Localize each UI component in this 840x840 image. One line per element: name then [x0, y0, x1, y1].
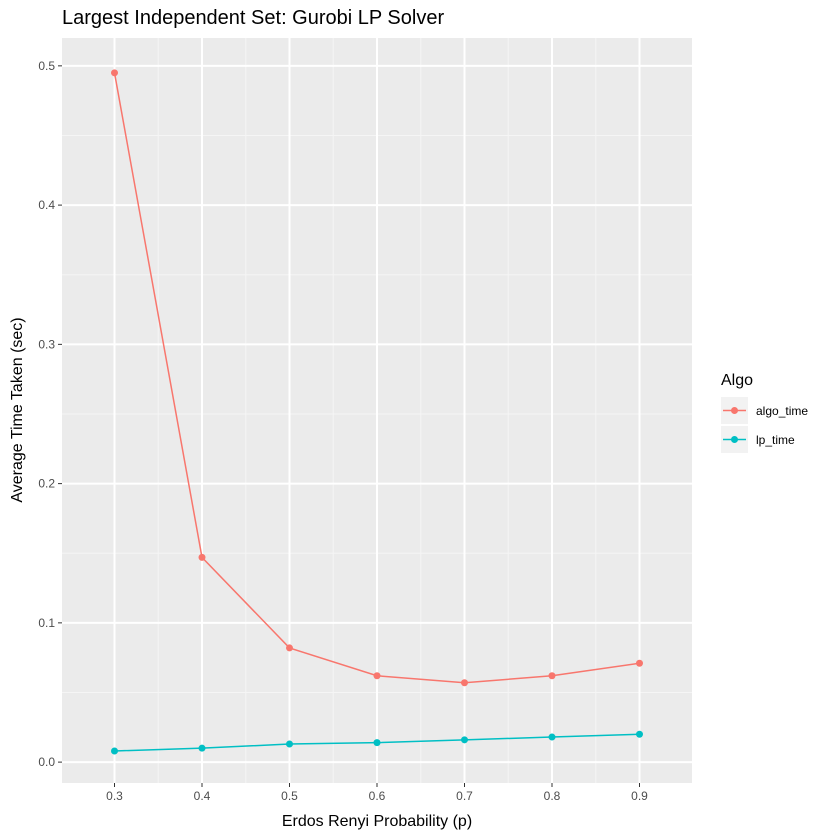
y-axis-title: Average Time Taken (sec) [9, 317, 26, 502]
x-axis-title: Erdos Renyi Probability (p) [282, 813, 472, 830]
series-algo-time [111, 69, 643, 687]
data-point [461, 679, 468, 687]
data-point [373, 672, 381, 680]
y-tick-label: 0.1 [38, 616, 55, 630]
x-tick-label: 0.9 [631, 789, 648, 803]
x-tick-label: 0.5 [281, 789, 298, 803]
legend-key-point [731, 407, 738, 414]
chart-title: Largest Independent Set: Gurobi LP Solve… [62, 7, 444, 29]
data-point [198, 553, 206, 561]
grid-major [62, 38, 692, 783]
data-point [636, 730, 643, 738]
x-tick-label: 0.7 [456, 789, 473, 803]
legend: Algo algo_time lp_time [721, 372, 808, 453]
x-tick-label: 0.8 [544, 789, 561, 803]
x-tick-label: 0.4 [194, 789, 211, 803]
legend-title: Algo [721, 372, 753, 389]
data-point [636, 659, 643, 667]
y-tick-label: 0.0 [38, 755, 55, 769]
data-point [286, 740, 293, 748]
data-point [198, 744, 206, 752]
y-tick-label: 0.4 [38, 198, 55, 212]
x-axis: 0.3 0.4 0.5 0.6 0.7 0.8 0.9 [106, 783, 648, 803]
legend-item-algo-time: algo_time [721, 397, 808, 424]
y-axis: 0.0 0.1 0.2 0.3 0.4 0.5 [38, 59, 62, 769]
data-point [373, 739, 381, 747]
legend-item-lp-time: lp_time [721, 426, 795, 453]
data-point [111, 69, 118, 77]
data-point [111, 747, 118, 755]
data-point [461, 736, 468, 744]
x-tick-label: 0.3 [106, 789, 123, 803]
x-tick-label: 0.6 [369, 789, 386, 803]
legend-label: algo_time [756, 404, 808, 418]
data-point [548, 672, 556, 680]
series-layer [111, 69, 643, 755]
data-point [548, 733, 556, 741]
y-tick-label: 0.2 [38, 477, 55, 491]
data-point [286, 644, 293, 652]
series-lp-time [111, 730, 643, 755]
y-tick-label: 0.5 [38, 59, 55, 73]
y-tick-label: 0.3 [38, 337, 55, 351]
legend-label: lp_time [756, 433, 795, 447]
legend-key-point [731, 436, 738, 443]
